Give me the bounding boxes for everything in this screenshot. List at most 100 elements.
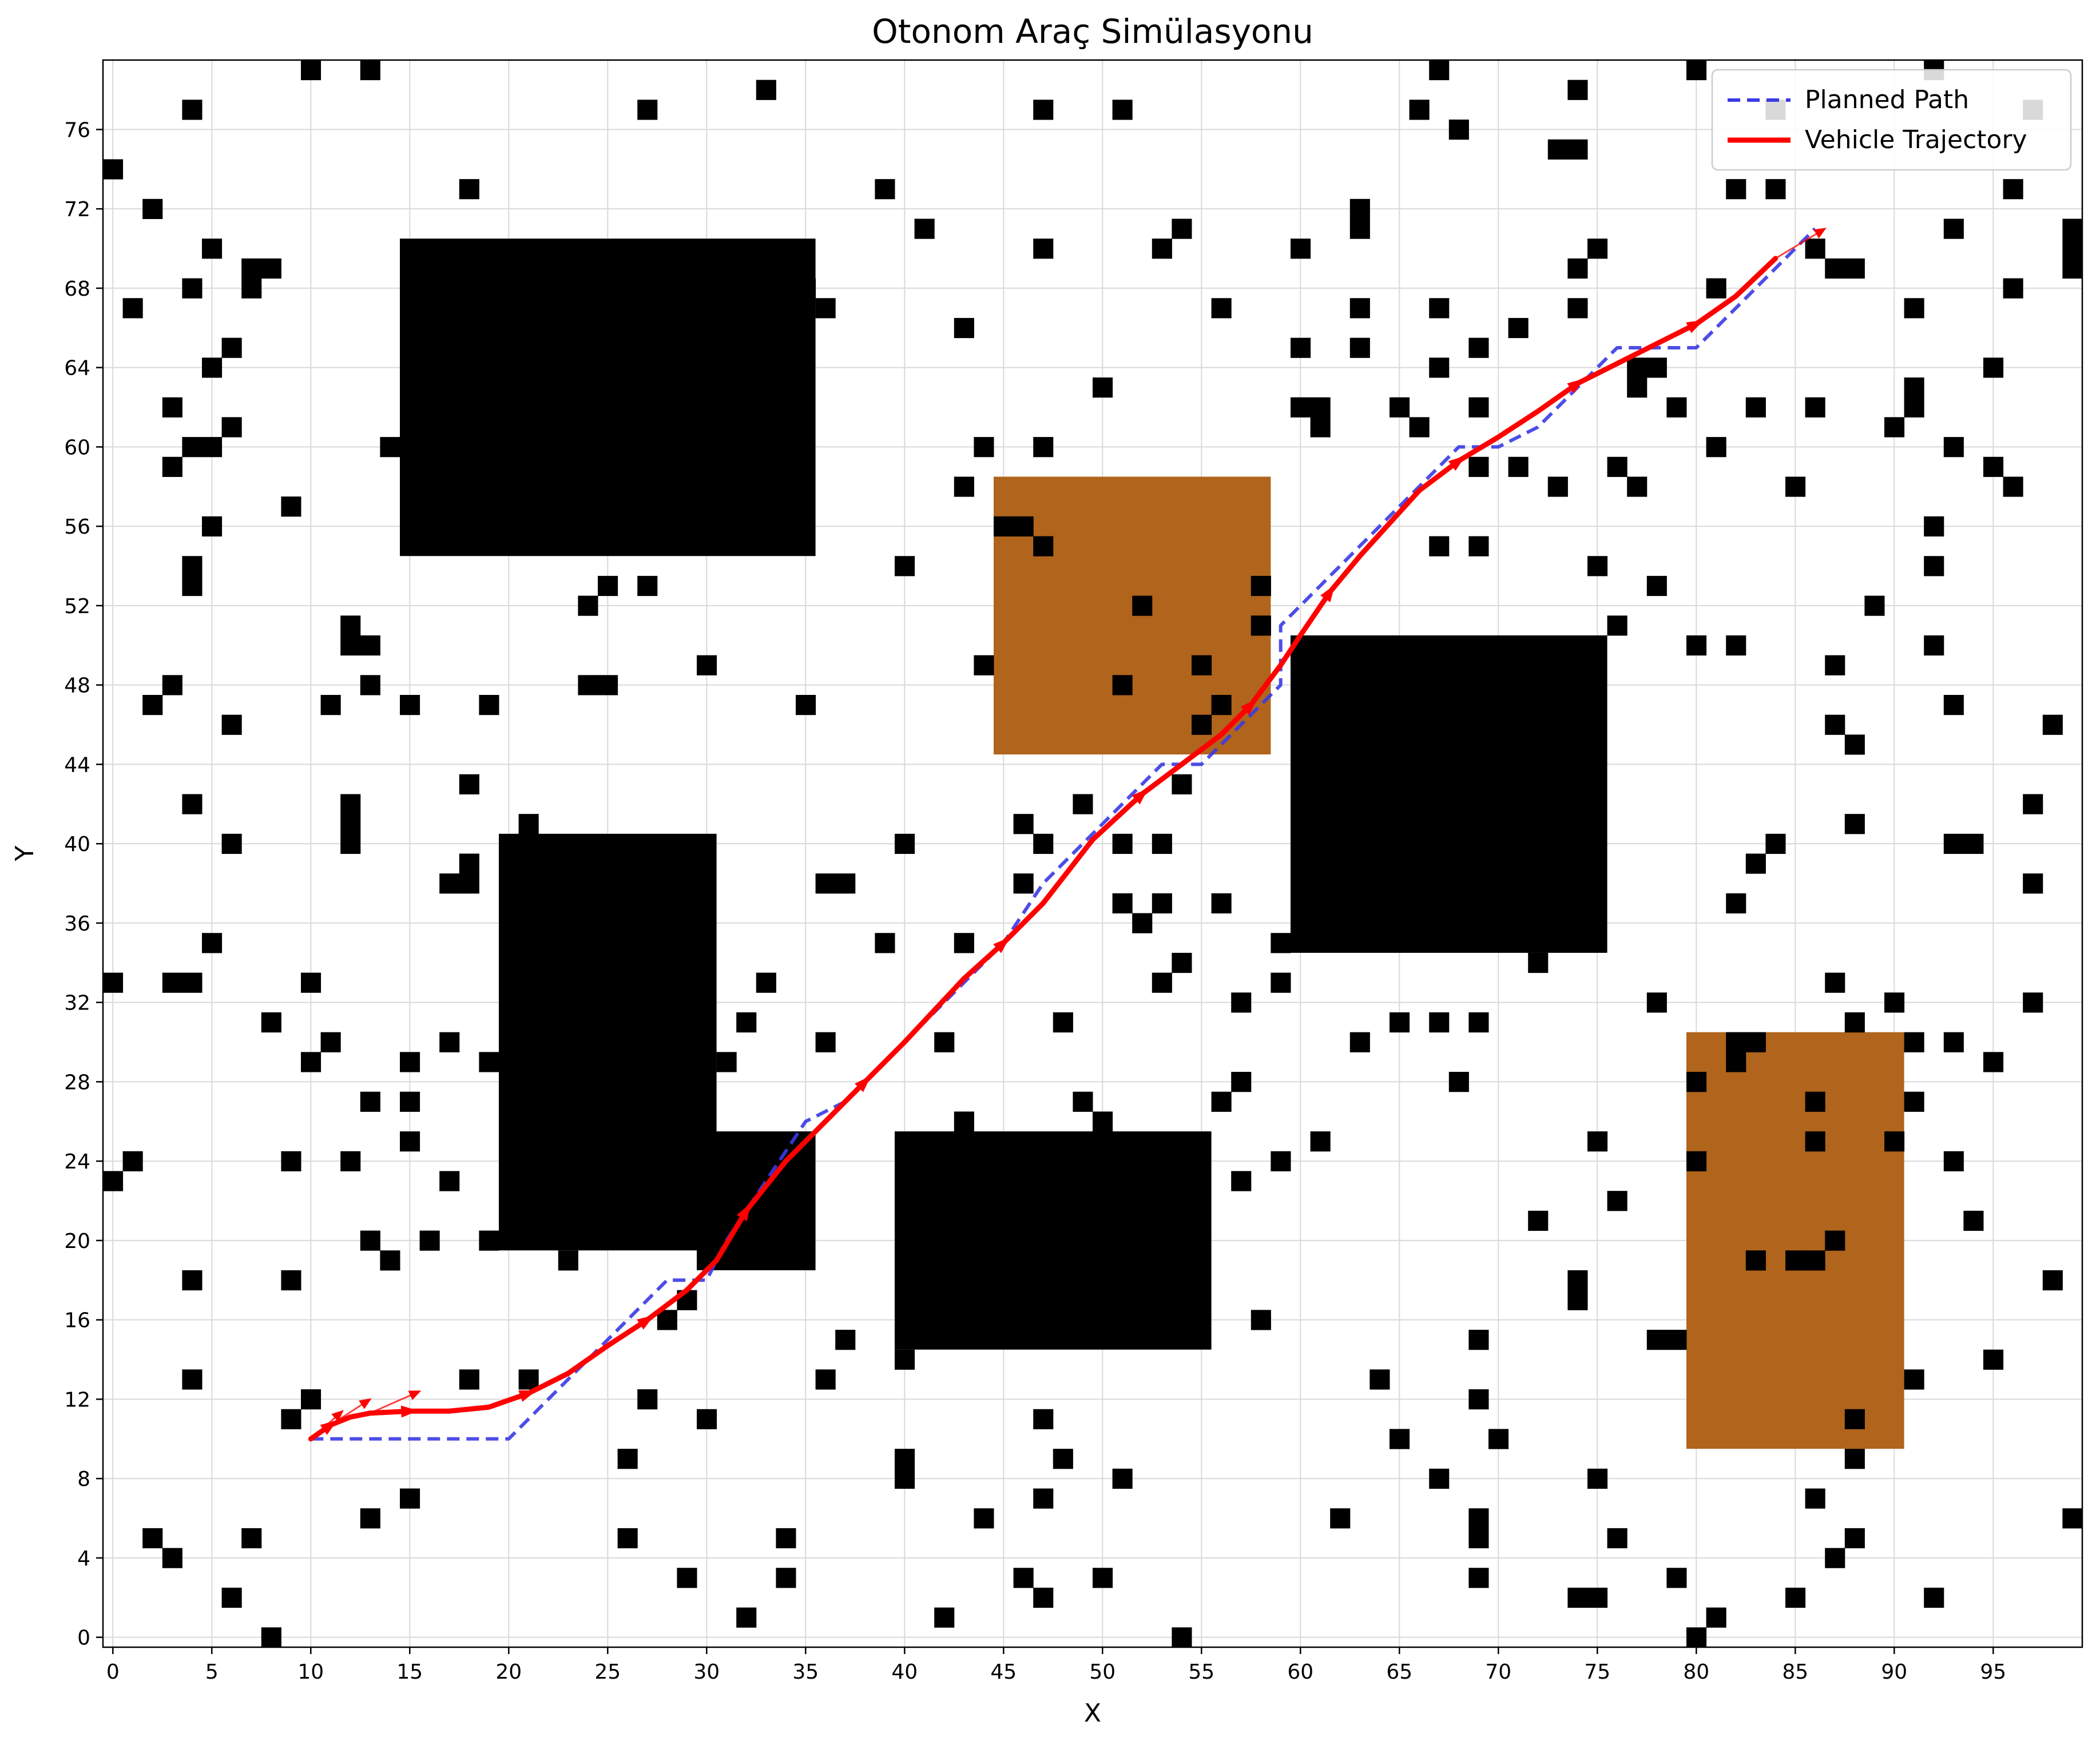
obstacle-cell (221, 417, 242, 438)
obstacle-cell (974, 655, 994, 675)
obstacle-cell (103, 972, 124, 993)
series-layer (308, 227, 1827, 1442)
obstacle-cell (1132, 913, 1153, 933)
x-tick-label: 90 (1881, 1660, 1907, 1684)
obstacle-cell (1904, 298, 1924, 319)
obstacle-cell (1073, 1091, 1093, 1112)
obstacle-cell (1013, 873, 1034, 894)
obstacle-cell (1468, 536, 1489, 557)
obstacle-cell (1844, 1012, 1865, 1033)
obstacle-cell (1112, 893, 1133, 914)
obstacle-cell (617, 1449, 638, 1469)
obstacle-cell (914, 218, 935, 239)
obstacle-cell (380, 437, 400, 458)
obstacle-cell (1567, 139, 1588, 160)
obstacle-cell (756, 80, 776, 100)
obstacle-cell (400, 1131, 420, 1152)
obstacle-cell (1093, 1111, 1113, 1132)
obstacle-cell (221, 833, 242, 854)
obstacle-cell (637, 575, 658, 597)
obstacle-cell (1033, 536, 1054, 557)
y-tick-label: 64 (64, 357, 90, 380)
obstacle-cell (1805, 239, 1825, 259)
obstacle-cell (1943, 1032, 1964, 1052)
obstacle-cell (1013, 814, 1034, 834)
obstacle-cell (221, 337, 242, 358)
y-tick-label: 56 (64, 515, 90, 539)
obstacle-cell (459, 1369, 479, 1390)
y-tick-label: 68 (64, 277, 90, 301)
heading-arrow (370, 1390, 422, 1414)
x-tick-label: 20 (495, 1660, 522, 1684)
x-tick-label: 0 (106, 1660, 120, 1684)
y-tick-label: 72 (64, 198, 90, 221)
plot-area (102, 59, 2083, 1648)
obstacle-cell (617, 1528, 638, 1549)
obstacle-cell (1033, 100, 1054, 120)
trajectory-heading-arrow (1132, 788, 1149, 805)
x-tick-label: 25 (594, 1660, 621, 1684)
obstacle-cell (1172, 218, 1192, 239)
trajectory-heading-arrow (1448, 455, 1466, 471)
y-tick-label: 16 (64, 1309, 90, 1333)
obstacle-cell (1172, 774, 1192, 794)
y-tick-label: 8 (77, 1468, 90, 1491)
obstacle-cell (796, 278, 816, 299)
obstacle-cell (1053, 1012, 1073, 1033)
obstacle-cell (1390, 397, 1410, 418)
obstacle-cell (439, 873, 460, 894)
x-axis-label: X (1084, 1699, 1101, 1728)
obstacle-cell (103, 159, 124, 180)
obstacle-cell (1429, 536, 1450, 557)
obstacle-cell (221, 714, 242, 735)
vehicle-trajectory-line (308, 256, 1779, 1442)
obstacle-cell (1805, 1488, 1825, 1509)
obstacle-cell (182, 575, 203, 597)
obstacle-cell (1390, 1429, 1410, 1449)
obstacle-cell (162, 397, 182, 418)
obstacle-cell (1112, 833, 1133, 854)
obstacle-cell (1468, 397, 1489, 418)
obstacle-cell (815, 1369, 836, 1390)
obstacle-cell (2023, 992, 2043, 1013)
obstacle-cell (1844, 814, 1865, 834)
obstacle-cell (1646, 992, 1667, 1013)
obstacle-cell (1033, 1587, 1054, 1608)
obstacle-cell (1429, 1012, 1450, 1033)
obstacle-cell (637, 1389, 658, 1410)
obstacle-cell (1013, 516, 1034, 536)
obstacle-block (1291, 635, 1607, 953)
obstacle-cell (1211, 695, 1232, 716)
obstacle-cell (281, 496, 301, 517)
obstacle-cell (301, 972, 321, 993)
obstacle-cell (1924, 516, 1944, 536)
obstacle-cell (1152, 972, 1172, 993)
obstacle-cell (1646, 357, 1667, 378)
obstacle-cell (1547, 476, 1568, 497)
obstacle-cell (162, 456, 182, 477)
obstacle-cell (1567, 1270, 1588, 1291)
obstacle-cell (1567, 80, 1588, 100)
obstacle-cell (1785, 1250, 1806, 1271)
x-tick-label: 40 (891, 1660, 918, 1684)
obstacle-cell (2003, 476, 2023, 497)
obstacle-cell (1349, 337, 1370, 358)
obstacle-cell (815, 1032, 836, 1052)
obstacle-cell (1093, 1568, 1113, 1588)
obstacle-cell (340, 814, 361, 834)
obstacle-cell (598, 675, 618, 695)
obstacle-cell (281, 1270, 301, 1291)
obstacle-cell (1349, 298, 1370, 319)
y-tick-label: 28 (64, 1071, 90, 1094)
obstacle-cell (1291, 337, 1311, 358)
obstacle-cell (1468, 1568, 1489, 1588)
obstacle-cell (400, 1052, 420, 1072)
obstacle-cell (1310, 1131, 1331, 1152)
obstacle-cell (202, 239, 223, 259)
y-tick-label: 44 (64, 753, 90, 777)
obstacle-cell (1706, 437, 1726, 458)
obstacle-cell (1884, 417, 1905, 438)
obstacle-cell (182, 1270, 203, 1291)
obstacle-cell (895, 833, 915, 854)
